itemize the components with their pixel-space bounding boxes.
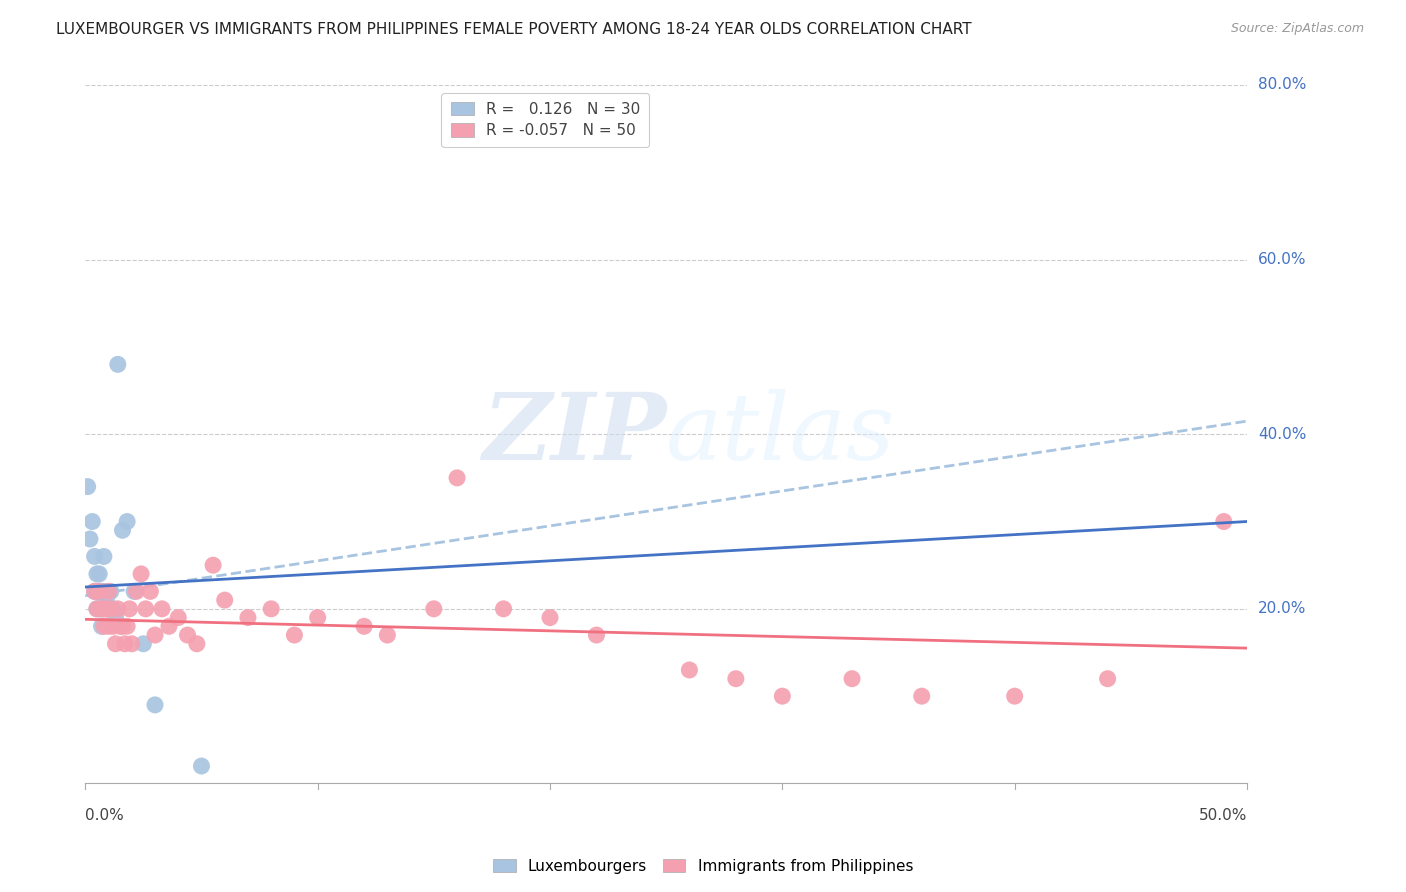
Point: [139, 584, 162, 599]
Point: [89, 566, 111, 581]
Point: [1212, 515, 1234, 529]
Point: [93, 549, 115, 564]
Point: [114, 637, 136, 651]
Point: [96, 593, 118, 607]
Point: [157, 619, 180, 633]
Point: [86, 584, 108, 599]
Point: [100, 584, 122, 599]
Point: [724, 672, 747, 686]
Point: [111, 523, 134, 537]
Point: [129, 566, 152, 581]
Point: [115, 515, 138, 529]
Point: [492, 602, 515, 616]
Point: [96, 602, 118, 616]
Point: [143, 698, 166, 712]
Point: [104, 610, 127, 624]
Text: 60.0%: 60.0%: [1258, 252, 1306, 267]
Point: [538, 610, 561, 624]
Point: [108, 619, 131, 633]
Point: [1004, 689, 1026, 703]
Point: [97, 619, 120, 633]
Point: [90, 602, 112, 616]
Point: [86, 602, 108, 616]
Point: [93, 602, 115, 616]
Point: [143, 628, 166, 642]
Point: [236, 610, 259, 624]
Point: [82, 515, 104, 529]
Point: [150, 602, 173, 616]
Point: [100, 602, 122, 616]
Point: [101, 619, 124, 633]
Point: [79, 532, 101, 546]
Point: [90, 602, 112, 616]
Point: [202, 558, 225, 573]
Point: [911, 689, 934, 703]
Text: 50.0%: 50.0%: [1199, 808, 1247, 823]
Point: [86, 602, 108, 616]
Point: [214, 593, 236, 607]
Point: [90, 584, 112, 599]
Point: [111, 619, 134, 633]
Point: [841, 672, 863, 686]
Point: [89, 584, 111, 599]
Point: [96, 602, 118, 616]
Legend: R =   0.126   N = 30, R = -0.057   N = 50: R = 0.126 N = 30, R = -0.057 N = 50: [441, 93, 650, 147]
Point: [446, 471, 468, 485]
Point: [121, 637, 143, 651]
Point: [93, 619, 115, 633]
Text: atlas: atlas: [666, 389, 896, 479]
Point: [132, 637, 155, 651]
Point: [186, 637, 208, 651]
Point: [83, 549, 105, 564]
Point: [585, 628, 607, 642]
Text: Source: ZipAtlas.com: Source: ZipAtlas.com: [1230, 22, 1364, 36]
Point: [90, 619, 112, 633]
Point: [97, 584, 120, 599]
Point: [283, 628, 305, 642]
Point: [101, 602, 124, 616]
Point: [107, 602, 129, 616]
Point: [353, 619, 375, 633]
Point: [89, 602, 111, 616]
Point: [167, 610, 190, 624]
Point: [97, 602, 120, 616]
Point: [104, 637, 127, 651]
Point: [375, 628, 398, 642]
Point: [76, 480, 98, 494]
Point: [135, 602, 157, 616]
Point: [86, 566, 108, 581]
Text: ZIP: ZIP: [482, 389, 666, 479]
Point: [115, 619, 138, 633]
Point: [97, 584, 120, 599]
Point: [107, 357, 129, 371]
Point: [83, 584, 105, 599]
Point: [176, 628, 198, 642]
Point: [770, 689, 793, 703]
Text: 80.0%: 80.0%: [1258, 78, 1306, 93]
Point: [260, 602, 283, 616]
Text: 0.0%: 0.0%: [86, 808, 124, 823]
Point: [83, 584, 105, 599]
Point: [678, 663, 700, 677]
Text: 20.0%: 20.0%: [1258, 601, 1306, 616]
Point: [190, 759, 212, 773]
Point: [89, 584, 111, 599]
Point: [93, 584, 115, 599]
Point: [307, 610, 329, 624]
Point: [122, 584, 145, 599]
Legend: Luxembourgers, Immigrants from Philippines: Luxembourgers, Immigrants from Philippin…: [486, 853, 920, 880]
Point: [423, 602, 446, 616]
Text: 40.0%: 40.0%: [1258, 426, 1306, 442]
Point: [118, 602, 141, 616]
Point: [1097, 672, 1119, 686]
Point: [125, 584, 148, 599]
Text: LUXEMBOURGER VS IMMIGRANTS FROM PHILIPPINES FEMALE POVERTY AMONG 18-24 YEAR OLDS: LUXEMBOURGER VS IMMIGRANTS FROM PHILIPPI…: [56, 22, 972, 37]
